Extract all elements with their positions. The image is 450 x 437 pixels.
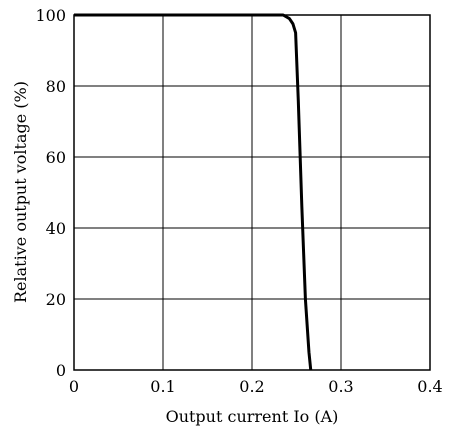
- x-tick-label-0: 0: [69, 377, 79, 396]
- x-tick-labels: 0 0.1 0.2 0.3 0.4: [69, 377, 443, 396]
- y-tick-label-60: 60: [46, 148, 66, 167]
- series-line-output-voltage: [74, 13, 313, 371]
- y-tick-labels: 0 20 40 60 80 100: [35, 6, 66, 380]
- x-tick-label-2: 0.2: [239, 377, 264, 396]
- y-tick-label-0: 0: [56, 361, 66, 380]
- x-axis-title: Output current Io (A): [166, 407, 339, 426]
- x-tick-label-1: 0.1: [150, 377, 175, 396]
- grid: [74, 15, 430, 370]
- y-tick-label-100: 100: [35, 6, 66, 25]
- y-axis-title: Relative output voltage (%): [11, 81, 30, 303]
- x-tick-label-3: 0.3: [328, 377, 353, 396]
- y-tick-label-20: 20: [46, 290, 66, 309]
- y-tick-label-80: 80: [46, 77, 66, 96]
- x-tick-label-4: 0.4: [417, 377, 442, 396]
- y-tick-label-40: 40: [46, 219, 66, 238]
